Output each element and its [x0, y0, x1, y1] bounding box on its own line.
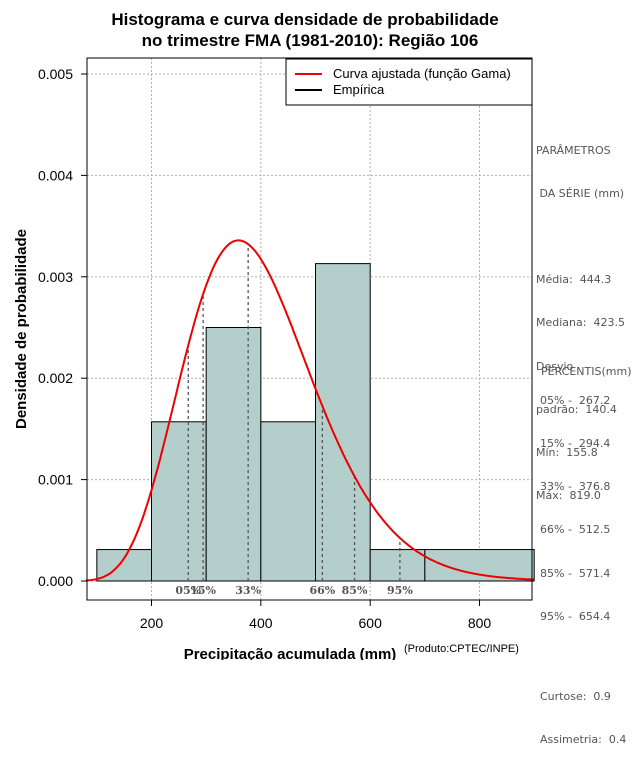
- param-media: Média: 444.3: [536, 273, 612, 287]
- percentile-label: 05%: [175, 584, 201, 597]
- percentis-title: PERCENTIS(mm): [541, 364, 632, 378]
- param-max: Máx: 819.0: [536, 489, 601, 503]
- stat-curtose: Curtose: 0.9: [540, 689, 611, 703]
- percentile-95: 95% - 654.4: [540, 609, 611, 623]
- gamma-curve-group: [85, 239, 535, 582]
- x-axis-label: Precipitação acumulada (mm): [184, 646, 397, 660]
- params-title-2: DA SÉRIE (mm): [536, 187, 625, 201]
- y-tick-label: 0.001: [38, 472, 73, 488]
- legend-empirical-label: Empírica: [333, 82, 385, 97]
- y-tick-label: 0.002: [38, 370, 73, 386]
- x-tick-label: 200: [140, 615, 164, 631]
- legend-curve-label: Curva ajustada (função Gama): [333, 66, 511, 81]
- percentile-label: 85%: [342, 584, 368, 597]
- param-mediana: Mediana: 423.5: [536, 316, 625, 330]
- y-axis-ticks: 0.000 0.001 0.002 0.003 0.004 0.005: [38, 66, 87, 589]
- plot-frame: [86, 57, 533, 601]
- histogram-bar: [369, 549, 426, 582]
- percentile-label: 33%: [235, 584, 261, 597]
- y-tick-label: 0.005: [38, 66, 73, 82]
- histogram-bars: [96, 263, 535, 582]
- chart-title-line1: Histograma e curva densidade de probabil…: [111, 10, 498, 29]
- legend: Curva ajustada (função Gama) Empírica: [285, 58, 533, 106]
- x-tick-label: 600: [359, 615, 383, 631]
- percentiles-values: 05% - 267.2 15% - 294.4 33% - 376.8 66% …: [540, 365, 626, 762]
- stat-assimetria: Assimetria: 0.4: [540, 733, 627, 747]
- y-tick-label: 0.000: [38, 573, 73, 589]
- gamma-curve: [85, 239, 535, 582]
- x-axis-ticks: 200 400 600 800: [140, 600, 492, 631]
- percentile-05: 05% - 267.2: [540, 393, 611, 407]
- histogram-chart: Histograma e curva densidade de probabil…: [13, 10, 535, 660]
- histogram-bar: [151, 421, 207, 582]
- percentile-85: 85% - 571.4: [540, 566, 611, 580]
- series-parameters-panel: PARÂMETROS DA SÉRIE (mm) Média: 444.3 Me…: [536, 115, 625, 518]
- param-desvio-2: padrão: 140.4: [536, 402, 617, 416]
- chart-title-line2: no trimestre FMA (1981-2010): Região 106: [142, 31, 479, 50]
- percentile-33: 33% - 376.8: [540, 480, 611, 494]
- param-min: Mín: 155.8: [536, 445, 598, 459]
- percentile-label: 66%: [309, 584, 335, 597]
- y-tick-label: 0.003: [38, 269, 73, 285]
- credit-label: (Produto:CPTEC/INPE): [404, 643, 519, 655]
- percentile-lines: 05%15% 33% 66% 85% 95%: [175, 244, 413, 597]
- y-tick-label: 0.004: [38, 167, 73, 183]
- histogram-bar: [260, 421, 317, 582]
- y-axis-label: Densidade de probabilidade: [13, 229, 30, 429]
- x-tick-label: 400: [249, 615, 273, 631]
- histogram-bar: [205, 327, 262, 582]
- percentile-label: 95%: [387, 584, 413, 597]
- percentile-66: 66% - 512.5: [540, 523, 611, 537]
- percentiles-panel: PERCENTIS(mm): [541, 336, 632, 394]
- params-title-1: PARÂMETROS: [536, 143, 611, 157]
- legend-box: [285, 58, 533, 106]
- histogram-bar: [315, 263, 371, 582]
- x-tick-label: 800: [468, 615, 492, 631]
- percentile-15: 15% - 294.4: [540, 437, 611, 451]
- percentile-label: 15%: [190, 584, 216, 597]
- param-desvio-1: Desvio: [536, 359, 574, 373]
